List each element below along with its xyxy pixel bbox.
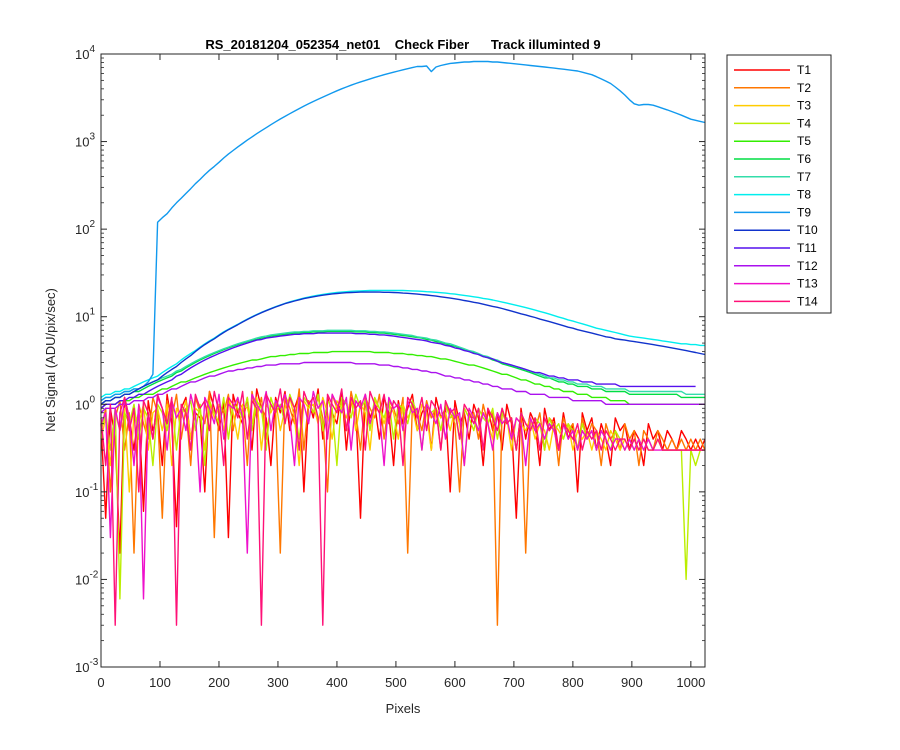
legend-label-t6: T6 — [797, 152, 811, 166]
chart-title: RS_20181204_052354_net01 Check Fiber Tra… — [205, 37, 600, 52]
legend-label-t12: T12 — [797, 259, 818, 273]
series-line-t11 — [100, 332, 696, 409]
legend-label-t13: T13 — [797, 277, 818, 291]
y-tick-label: 100 — [75, 394, 95, 412]
series-line-t14 — [100, 388, 705, 626]
legend-label-t8: T8 — [797, 188, 811, 202]
series-line-t7 — [100, 329, 705, 402]
x-tick-label: 1000 — [676, 675, 705, 690]
y-tick-label: 10-2 — [75, 569, 99, 587]
x-tick-label: 100 — [149, 675, 171, 690]
x-tick-label: 900 — [621, 675, 643, 690]
series-line-t9 — [100, 60, 706, 402]
legend-label-t9: T9 — [797, 205, 811, 219]
x-axis-label: Pixels — [386, 701, 421, 716]
legend-label-t4: T4 — [797, 116, 811, 130]
plot-area — [101, 54, 705, 667]
legend-label-t1: T1 — [797, 63, 811, 77]
x-tick-label: 800 — [562, 675, 584, 690]
y-axis: 10-3 10-2 10-1 100 101 102 103 104 — [75, 44, 705, 675]
x-tick-label: 200 — [208, 675, 230, 690]
series-line-t6 — [100, 330, 705, 405]
series-line-t10 — [100, 291, 706, 405]
legend-label-t11: T11 — [797, 241, 817, 255]
y-tick-label: 101 — [75, 307, 95, 325]
x-tick-label: 500 — [385, 675, 407, 690]
series-line-t12 — [100, 361, 705, 414]
y-axis-label: Net Signal (ADU/pix/sec) — [43, 288, 58, 432]
y-tick-label: 102 — [75, 219, 95, 237]
x-tick-label: 400 — [326, 675, 348, 690]
axes-frame — [100, 53, 706, 668]
x-tick-label: 0 — [97, 675, 104, 690]
legend-box — [726, 54, 832, 314]
y-tick-label: 103 — [75, 132, 95, 150]
series-line-t5 — [100, 350, 705, 409]
series-layer — [100, 60, 706, 626]
legend-label-t14: T14 — [797, 294, 818, 308]
legend: T1 T2 T3 T4 T5 T6 T7 T8 T9 T10 T11 T12 T13 T14 — [726, 54, 832, 314]
legend-label-t10: T10 — [797, 223, 818, 237]
x-tick-label: 300 — [267, 675, 289, 690]
y-tick-label: 10-1 — [75, 482, 99, 500]
y-tick-label: 10-3 — [75, 657, 99, 675]
x-tick-label: 600 — [444, 675, 466, 690]
x-tick-label: 700 — [503, 675, 525, 690]
x-axis: 0 100 200 300 400 500 600 700 800 900 1000 — [97, 54, 705, 690]
legend-label-t5: T5 — [797, 134, 811, 148]
legend-label-t2: T2 — [797, 81, 811, 95]
legend-label-t7: T7 — [797, 170, 811, 184]
y-tick-label: 104 — [75, 44, 95, 62]
legend-label-t3: T3 — [797, 99, 811, 113]
